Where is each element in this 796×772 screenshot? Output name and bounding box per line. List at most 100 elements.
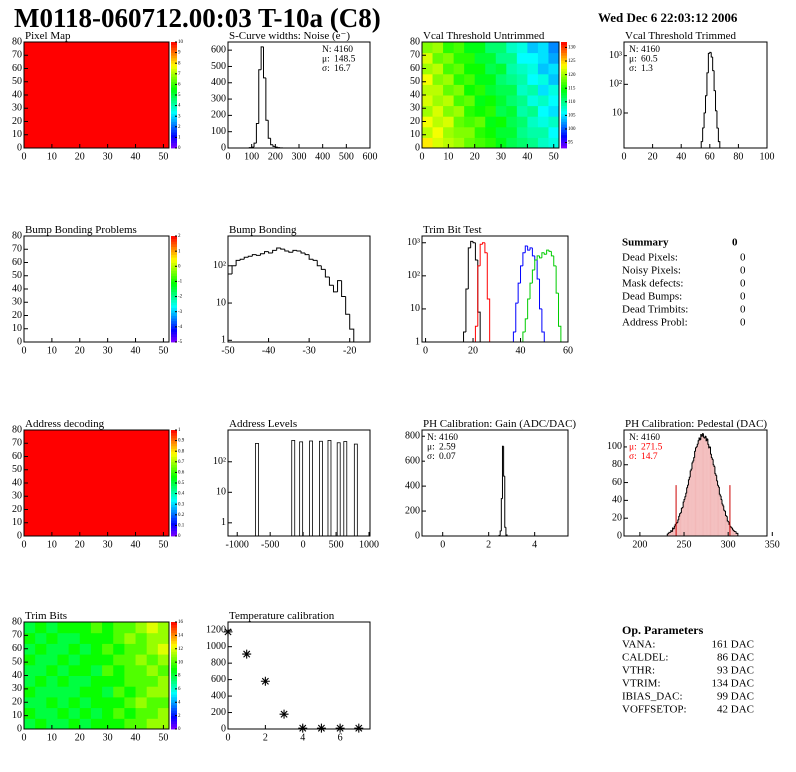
x-tick-label: 40 <box>131 151 141 162</box>
stats-box <box>627 44 675 76</box>
heatmap-cell <box>527 52 539 64</box>
x-tick-label: 250 <box>677 539 692 550</box>
histogram-fill <box>732 529 734 536</box>
colorbar-step <box>171 71 177 75</box>
summary-label: Dead Trimbits: <box>622 304 688 316</box>
y-tick-label: 300 <box>211 93 226 104</box>
heatmap-cell <box>35 622 47 634</box>
colorbar-step <box>171 504 177 508</box>
histogram-bin <box>707 52 710 73</box>
y-tick-label: 1000 <box>206 641 226 652</box>
heatmap-cell <box>506 84 518 96</box>
histogram-bin <box>732 529 735 532</box>
heatmap-cell <box>157 654 170 666</box>
histogram-bin <box>235 259 241 266</box>
histogram-bin <box>732 527 734 531</box>
colorbar-step <box>171 236 177 240</box>
colorbar-step <box>171 68 177 72</box>
colorbar-step <box>171 715 177 719</box>
heatmap-cell <box>102 622 114 634</box>
colorbar-step <box>171 243 177 247</box>
x-tick-label: -20 <box>343 345 356 356</box>
histogram-bin <box>531 269 535 284</box>
x-tick-label: 20 <box>470 151 480 162</box>
stats-label: σ: <box>427 452 435 462</box>
histogram-bin <box>267 120 271 139</box>
stats-box <box>320 44 368 76</box>
heatmap-cell <box>422 73 434 85</box>
colorbar-step <box>171 490 177 494</box>
heatmap-cell <box>46 707 58 719</box>
colorbar-step <box>171 467 177 471</box>
heatmap-cell <box>57 664 70 676</box>
y-tick-label: 10 <box>12 129 22 140</box>
histogram-bin <box>534 259 538 271</box>
heatmap-cell <box>506 63 518 75</box>
heatmap-cell <box>113 643 125 655</box>
histogram-bin <box>316 260 322 267</box>
histogram-bin <box>296 250 302 252</box>
summary-label: Address Probl: <box>622 317 688 329</box>
heatmap-cell <box>90 643 103 655</box>
y-tick-label: 800 <box>211 657 226 668</box>
histogram-bin <box>258 69 262 124</box>
y-tick-label: 80 <box>12 230 22 241</box>
y-tick-label: 70 <box>12 438 22 449</box>
histogram-fill <box>722 505 724 536</box>
heatmap-cell <box>443 105 455 117</box>
colorbar-step <box>171 720 177 725</box>
histogram-bin <box>558 293 562 342</box>
heatmap-cell <box>68 718 81 730</box>
colorbar-step <box>171 686 177 690</box>
colorbar-step <box>171 312 177 316</box>
heatmap-cell <box>422 137 434 149</box>
histogram-fill <box>703 437 705 536</box>
histogram-bin <box>726 516 729 522</box>
histogram-bin <box>486 252 491 342</box>
histogram-fill <box>705 436 707 536</box>
colorbar-tick-label: 0 <box>178 146 181 151</box>
heatmap-cell <box>35 632 47 644</box>
y-tick-label: 70 <box>12 50 22 61</box>
y-tick-label: 600 <box>211 44 226 55</box>
heatmap-cell <box>485 95 497 107</box>
heatmap-cell <box>443 137 455 149</box>
heatmap-cell <box>474 116 486 128</box>
heatmap-cell <box>90 632 103 644</box>
histogram-bin <box>312 259 318 261</box>
histogram-bin <box>684 496 686 500</box>
histogram-fill <box>691 469 692 536</box>
histogram-bin <box>474 325 478 342</box>
y-tick-label: 10² <box>213 260 226 271</box>
colorbar-step <box>171 528 177 532</box>
histogram-bin <box>272 249 277 254</box>
stats-box <box>627 432 675 464</box>
colorbar-tick-label: 8 <box>178 61 181 66</box>
colorbar-step <box>171 445 177 449</box>
histogram-fill <box>706 438 708 536</box>
heatmap-cell <box>24 675 36 687</box>
x-tick-label: 20 <box>75 151 85 162</box>
colorbar-step <box>171 246 177 250</box>
histogram-fill <box>669 532 670 536</box>
heatmap-cell <box>57 718 70 730</box>
colorbar-step <box>171 291 177 295</box>
histogram-bin <box>268 251 273 254</box>
histogram-bin <box>465 288 469 333</box>
colorbar-step <box>561 71 567 75</box>
histogram-bin <box>716 475 718 482</box>
heatmap-cell <box>135 622 148 634</box>
panel-title: PH Calibration: Pedestal (DAC) <box>625 418 767 430</box>
histogram-fill <box>674 526 676 536</box>
heatmap-cell <box>495 105 507 117</box>
colorbar-step <box>171 475 177 479</box>
heatmap-cell <box>432 73 444 85</box>
colorbar-step <box>561 44 567 48</box>
heatmap-cell <box>113 654 125 666</box>
histogram-bin <box>735 531 737 534</box>
colorbar-step <box>171 707 177 711</box>
x-tick-label: 350 <box>765 539 780 550</box>
parameter-label: IBIAS_DAC: <box>622 691 683 703</box>
colorbar-step <box>171 79 177 83</box>
heatmap-cell <box>537 137 549 149</box>
